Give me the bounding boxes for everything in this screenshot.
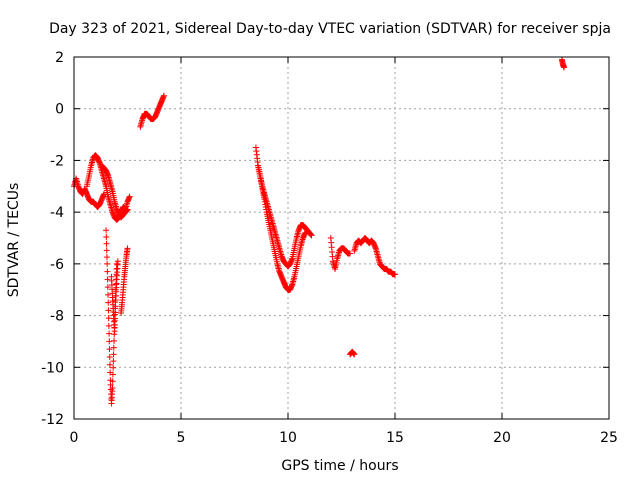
- data-point: [100, 191, 107, 198]
- data-point: [104, 284, 111, 291]
- data-point: [111, 328, 118, 335]
- data-point: [112, 315, 119, 322]
- series-segment-a: [71, 175, 107, 210]
- x-tick-labels: 0 5 10 15 20 25: [70, 430, 618, 446]
- data-point: [110, 358, 117, 365]
- data-point: [109, 384, 116, 391]
- data-point: [103, 233, 110, 240]
- data-point: [105, 291, 112, 298]
- x-tick-label: 5: [177, 430, 186, 446]
- data-point: [104, 260, 111, 267]
- data-points: [71, 56, 568, 407]
- x-tick-label: 15: [386, 430, 404, 446]
- series-segment-m: [558, 56, 568, 71]
- x-tick-label: 25: [600, 430, 618, 446]
- y-tick-label: 0: [55, 102, 64, 118]
- data-point: [103, 240, 110, 247]
- y-tick-label: 2: [55, 50, 64, 66]
- data-point: [110, 364, 117, 371]
- data-point: [106, 338, 113, 345]
- data-point: [105, 322, 112, 329]
- data-point: [109, 371, 116, 378]
- data-point: [112, 303, 119, 310]
- data-point: [308, 232, 315, 239]
- data-point: [111, 337, 118, 344]
- data-point: [124, 206, 131, 213]
- y-tick-label: -6: [50, 257, 64, 273]
- data-point: [111, 321, 118, 328]
- x-tick-label: 0: [70, 430, 79, 446]
- series-segment-i: [255, 162, 315, 270]
- y-tick-label: -4: [50, 205, 64, 221]
- y-tick-label: -10: [41, 360, 64, 376]
- data-point: [351, 351, 358, 358]
- data-point: [103, 227, 110, 234]
- data-point: [105, 315, 112, 322]
- x-tick-label: 10: [279, 430, 297, 446]
- y-tick-label: -8: [50, 309, 64, 325]
- series-segment-e: [108, 258, 121, 335]
- y-axis-label: SDTVAR / TECUs: [6, 183, 22, 298]
- data-point: [106, 361, 113, 368]
- data-point: [114, 258, 121, 265]
- data-point: [104, 276, 111, 283]
- data-point: [112, 309, 119, 316]
- series-segment-d: [103, 227, 120, 407]
- data-point: [106, 346, 113, 353]
- data-point: [392, 271, 398, 278]
- data-point: [110, 344, 117, 351]
- data-point: [105, 299, 112, 306]
- data-point: [561, 64, 568, 71]
- data-point: [160, 92, 167, 99]
- series-segment-f: [118, 245, 131, 316]
- data-point: [113, 260, 120, 267]
- grid-lines: [74, 57, 609, 419]
- series-segment-l: [351, 235, 398, 278]
- data-point: [104, 268, 111, 275]
- series-segment-j: [327, 235, 354, 273]
- plot-frame: [73, 56, 610, 420]
- data-point: [106, 353, 113, 360]
- x-tick-label: 20: [493, 430, 511, 446]
- x-axis-label: GPS time / hours: [281, 458, 398, 474]
- y-tick-label: -12: [41, 412, 64, 428]
- data-point: [126, 193, 133, 200]
- data-point: [347, 250, 354, 257]
- y-tick-labels: -12 -10 -8 -6 -4 -2 0 2: [41, 50, 64, 428]
- series-segment-b: [83, 152, 133, 223]
- data-point: [124, 245, 131, 252]
- series-segment-k: [347, 348, 358, 358]
- data-point: [113, 266, 120, 273]
- data-point: [103, 247, 110, 254]
- data-point: [105, 307, 112, 314]
- data-point: [110, 351, 117, 358]
- series-segment-g: [137, 92, 167, 130]
- data-point: [103, 254, 110, 261]
- data-point: [106, 330, 113, 337]
- series-segment-c: [98, 162, 131, 221]
- chart-title: Day 323 of 2021, Sidereal Day-to-day VTE…: [49, 21, 611, 37]
- data-point: [109, 378, 116, 385]
- y-tick-label: -2: [50, 153, 64, 169]
